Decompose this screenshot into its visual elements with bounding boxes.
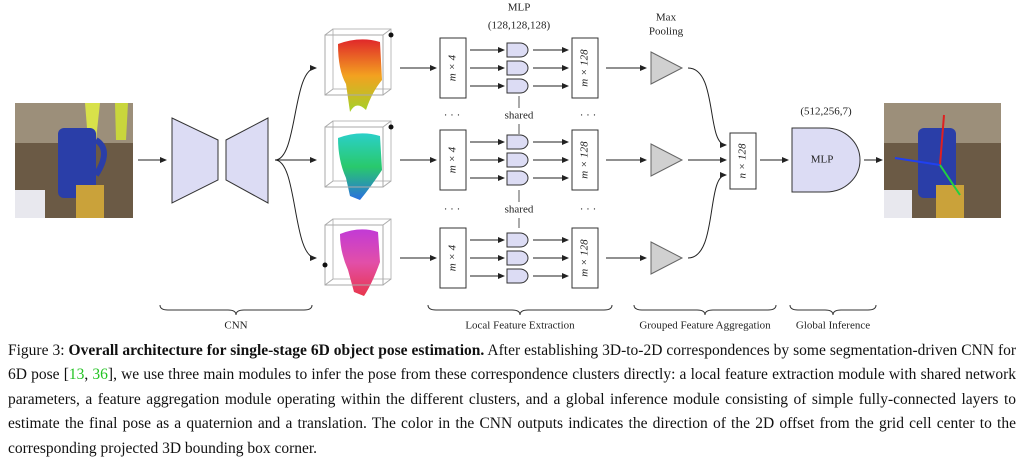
figure: n × 128 MLP (512,256,7) MLP (128,128,128… xyxy=(15,2,1001,332)
corner-dot xyxy=(388,124,394,130)
shared-mlp xyxy=(506,134,529,150)
input-label: m × 4 xyxy=(447,54,459,81)
stage-label: Local Feature Extraction xyxy=(465,320,575,332)
ellipsis: · · · xyxy=(444,110,461,122)
brace xyxy=(159,304,313,316)
max-pool xyxy=(650,143,684,177)
shared-label: shared xyxy=(505,204,534,216)
stage-label: Grouped Feature Aggregation xyxy=(639,320,771,332)
point-cloud xyxy=(338,39,382,112)
shared-mlp xyxy=(506,232,529,248)
feature-box xyxy=(571,129,599,191)
feature-label: m × 128 xyxy=(579,49,591,87)
stage-label: CNN xyxy=(224,320,247,332)
feature-label: m × 128 xyxy=(579,141,591,179)
cnn-decoder xyxy=(225,117,269,204)
ellipsis: · · · xyxy=(580,204,597,216)
shared-mlp xyxy=(506,268,529,284)
input-box xyxy=(439,37,467,99)
cube-edges xyxy=(324,218,392,286)
cube-edges xyxy=(324,120,392,188)
global-dims: (512,256,7) xyxy=(800,106,852,118)
feature-label: m × 128 xyxy=(579,239,591,277)
shared-mlp xyxy=(506,170,529,186)
cube-front xyxy=(324,224,384,286)
shared-mlp xyxy=(506,250,529,266)
shared-mlp xyxy=(506,42,529,58)
shared-label: shared xyxy=(505,110,534,122)
caption-text: After establishing 3D-to-2D corresponden… xyxy=(8,342,1017,384)
cnn-encoder xyxy=(171,117,219,204)
arrow xyxy=(274,65,317,161)
pool-title: Max xyxy=(656,12,677,24)
arrow xyxy=(274,159,317,261)
mlp-title: MLP xyxy=(508,2,531,14)
ellipsis: · · · xyxy=(444,204,461,216)
shared-mlp xyxy=(506,152,529,168)
arrow xyxy=(687,67,727,148)
point-cloud xyxy=(338,133,382,200)
brace xyxy=(633,304,777,316)
cube-edges xyxy=(324,28,392,96)
global-mlp-label: MLP xyxy=(811,154,834,166)
feature-box xyxy=(571,227,599,289)
max-pool xyxy=(650,241,684,275)
citation[interactable]: 36 xyxy=(92,366,108,384)
shared-mlp xyxy=(506,78,529,94)
corner-dot xyxy=(322,262,328,268)
ellipsis: · · · xyxy=(580,110,597,122)
arrow xyxy=(687,172,727,259)
cube-front xyxy=(324,34,384,96)
mlp-dims: (128,128,128) xyxy=(488,20,551,32)
brace xyxy=(789,304,877,316)
feature-box xyxy=(571,37,599,99)
corner-dot xyxy=(388,32,394,38)
citation[interactable]: 13 xyxy=(68,366,85,384)
caption-text: , xyxy=(84,366,93,384)
caption-label: Figure 3: xyxy=(8,342,65,359)
pool-title: Pooling xyxy=(649,26,684,38)
caption: Figure 3: Overall architecture for singl… xyxy=(8,339,1016,461)
input-box xyxy=(439,129,467,191)
input-label: m × 4 xyxy=(447,244,459,271)
input-box xyxy=(439,227,467,289)
max-pool xyxy=(650,51,684,85)
caption-text: ], we use three main modules to infer th… xyxy=(8,366,1017,457)
output-image xyxy=(884,103,1001,218)
point-cloud xyxy=(340,229,380,296)
brace xyxy=(427,304,613,316)
input-label: m × 4 xyxy=(447,146,459,173)
caption-title: Overall architecture for single-stage 6D… xyxy=(68,342,485,359)
cube-front xyxy=(324,126,384,188)
agg-label: n × 128 xyxy=(737,143,749,178)
agg-box xyxy=(729,132,757,190)
shared-mlp xyxy=(506,60,529,76)
stage-label: Global Inference xyxy=(796,320,870,332)
input-image xyxy=(15,103,133,218)
global-mlp xyxy=(791,127,861,193)
